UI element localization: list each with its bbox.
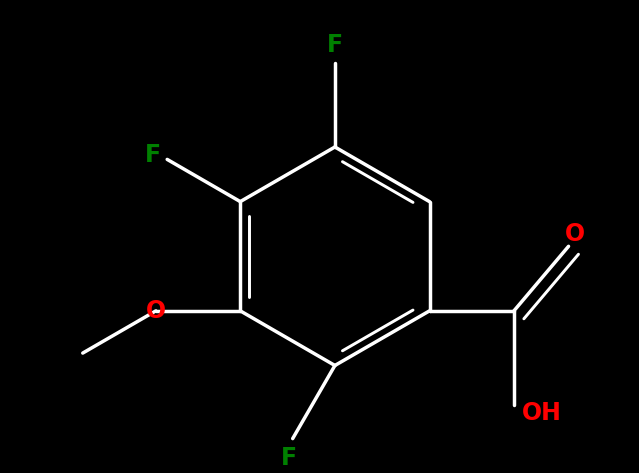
Text: O: O [564,222,585,246]
Text: F: F [327,33,343,57]
Text: O: O [146,299,166,323]
Text: F: F [281,447,296,471]
Text: OH: OH [522,401,562,425]
Text: F: F [145,143,161,167]
